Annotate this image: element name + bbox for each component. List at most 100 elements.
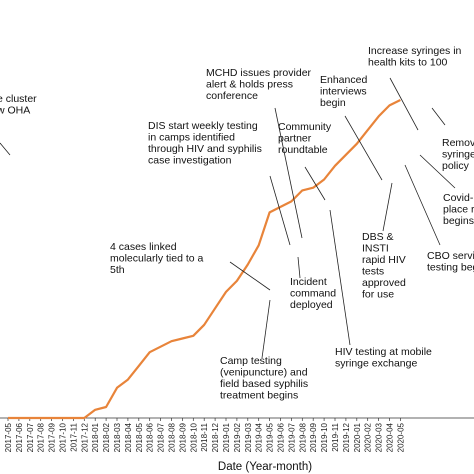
annotation-leader-line (382, 182, 393, 232)
annotation-label: Increase syringes in health kits to 100 (368, 45, 462, 69)
annotation-line: syringe (442, 149, 474, 161)
annotation-label: Enhanced interviews begin (320, 74, 367, 109)
annotation-line: treatment begins (220, 390, 298, 402)
annotation-leader-line (419, 154, 456, 189)
x-tick-label: 2018-05 (135, 422, 144, 452)
x-tick-label: 2017-05 (4, 422, 13, 452)
annotation-leader-line (304, 166, 326, 201)
annotation-line: partner (278, 133, 312, 145)
x-tick-label: 2020-05 (396, 422, 405, 452)
x-tick-label: 2019-10 (320, 422, 329, 452)
annotations: e cluster w OHA 4 cases linked molecularly … (0, 45, 474, 402)
x-tick-label: 2020-01 (353, 422, 362, 452)
annotation-line: 4 cases linked (110, 241, 177, 253)
x-tick-label: 2017-06 (15, 422, 24, 452)
annotation-line: CBO service s (427, 250, 474, 262)
annotation-line: Community (278, 121, 332, 133)
x-tick-label: 2018-03 (113, 422, 122, 452)
annotation-line: Enhanced (320, 74, 367, 86)
series-line-group (8, 99, 401, 420)
x-tick-label: 2020-04 (386, 422, 395, 452)
x-tick-label: 2018-04 (124, 422, 133, 452)
annotation-leader-line (297, 256, 301, 279)
annotation-line: begins (443, 215, 474, 227)
annotation-label: MCHD issues provider alert & holds press c… (206, 67, 312, 102)
annotation-leader-line (329, 209, 351, 346)
x-tick-label: 2018-09 (178, 422, 187, 452)
x-tick-label: 2019-02 (233, 422, 242, 452)
series-line (8, 99, 401, 420)
annotation-line: DBS & (362, 231, 394, 243)
annotation-label: DIS start weekly testing in camps identif… (148, 120, 262, 167)
x-tick-label: 2017-12 (80, 422, 89, 452)
x-tick-label: 2018-07 (157, 422, 166, 452)
annotation-leader-line (389, 77, 419, 131)
annotation-line: tests (362, 266, 384, 278)
x-tick-label: 2017-07 (26, 422, 35, 452)
x-tick-label: 2017-10 (59, 422, 68, 452)
annotation-line: DIS start weekly testing (148, 120, 258, 132)
x-tick-label: 2018-11 (200, 422, 209, 451)
annotation-line: Increase syringes in (368, 45, 462, 57)
annotation-line: Remov (442, 137, 474, 149)
annotation-leader-line (344, 115, 383, 181)
annotation-line: begin (320, 97, 346, 109)
x-tick-label: 2019-11 (331, 422, 340, 451)
x-tick-label: 2019-04 (255, 422, 264, 452)
annotation-label: Camp testing (venipuncture) and field base… (220, 355, 308, 402)
annotation-line: place re (443, 204, 474, 216)
annotation-line: molecularly tied to a (110, 253, 204, 265)
annotation-leader-line (261, 299, 271, 359)
x-tick-label: 2018-02 (102, 422, 111, 452)
annotation-line: e cluster (0, 93, 37, 105)
annotation-leader-line (229, 261, 271, 291)
annotation-leader-line (431, 107, 446, 126)
x-tick-label: 2020-02 (364, 422, 373, 452)
x-tick-label: 2018-10 (189, 422, 198, 452)
annotation-leader-line (404, 164, 441, 246)
x-tick-label: 2019-05 (266, 422, 275, 452)
x-tick-label: 2019-12 (342, 422, 351, 452)
annotation-line: roundtable (278, 144, 328, 156)
annotation-line: deployed (290, 299, 333, 311)
annotation-label: Covid-1place rebegins (443, 192, 474, 227)
annotation-label: 4 cases linked molecularly tied to a 5th (110, 241, 204, 276)
annotation-label: HIV testing at mobile syringe exchange (335, 346, 432, 370)
annotation-line: for use (362, 289, 394, 301)
x-tick-label: 2017-09 (48, 422, 57, 452)
x-tick-label: 2017-08 (37, 422, 46, 452)
x-axis-label: Date (Year-month) (218, 461, 312, 473)
annotation-line: syringe exchange (335, 358, 417, 370)
x-tick-label: 2019-03 (244, 422, 253, 452)
annotation-line: MCHD issues provider (206, 67, 312, 79)
annotation-line: 5th (110, 264, 125, 276)
x-tick-label: 2018-06 (146, 422, 155, 452)
annotation-line: (venipuncture) and (220, 367, 308, 379)
annotation-leader-line (269, 175, 291, 246)
annotation-label: Incident command deployed (290, 276, 336, 311)
x-tick-label: 2019-07 (287, 422, 296, 452)
annotation-line: interviews (320, 86, 367, 98)
annotation-line: policy (442, 160, 470, 172)
annotation-label: Community partner roundtable (278, 121, 332, 156)
annotation-label: CBO service stesting begins (427, 250, 474, 274)
annotation-line: rapid HIV (362, 254, 406, 266)
annotation-leader-line (0, 142, 11, 156)
x-tick-label: 2019-09 (309, 422, 318, 452)
annotation-label: DBS & INSTI rapid HIV tests approved for use (362, 231, 406, 301)
annotation-line: HIV testing at mobile (335, 346, 432, 358)
annotation-line: Covid-1 (443, 192, 474, 204)
annotation-line: w OHA (0, 105, 30, 117)
x-tick-label: 2017-11 (69, 422, 78, 451)
x-tick-label: 2019-06 (277, 422, 286, 452)
annotation-line: Camp testing (220, 355, 282, 367)
axes: 2017-05 2017-06 2017-07 2017-08 2017-09 2017-… (0, 417, 474, 452)
annotation-line: INSTI (362, 243, 389, 255)
x-tick-label: 2019-01 (222, 422, 231, 452)
annotation-line: field based syphilis (220, 378, 308, 390)
x-tick-label: 2018-08 (168, 422, 177, 452)
annotation-line: through HIV and syphilis (148, 143, 262, 155)
annotation-line: command (290, 288, 336, 300)
annotation-line: approved (362, 277, 406, 289)
